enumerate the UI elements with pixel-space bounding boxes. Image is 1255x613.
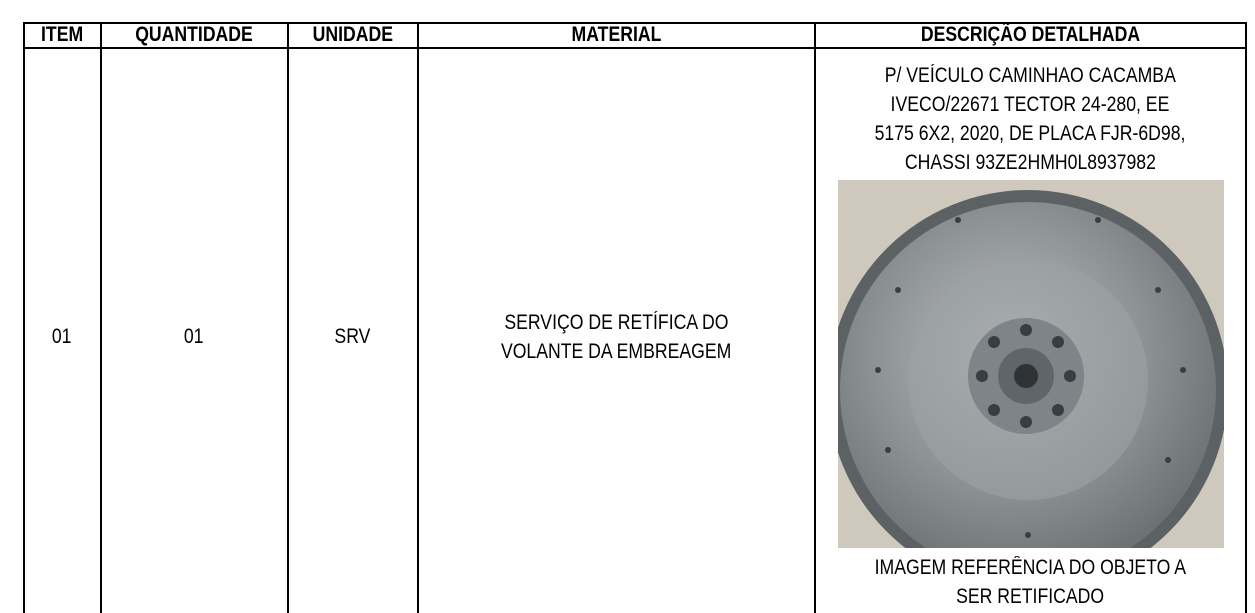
header-cell: ITEM bbox=[40, 23, 84, 46]
image-caption: IMAGEM REFERÊNCIA DO OBJETO A bbox=[874, 556, 1186, 579]
border bbox=[417, 22, 419, 613]
image-caption: SER RETIFICADO bbox=[956, 585, 1104, 608]
header-cell: MATERIAL bbox=[571, 23, 661, 46]
header-cell: UNIDADE bbox=[312, 23, 393, 46]
border bbox=[100, 22, 102, 613]
header-cell: DESCRIÇÃO DETALHADA bbox=[920, 23, 1140, 46]
border bbox=[23, 47, 1246, 49]
border bbox=[814, 22, 816, 613]
border bbox=[1245, 22, 1247, 613]
cell-text: SRV bbox=[334, 325, 371, 348]
cell-text: CHASSI 93ZE2HMH0L8937982 bbox=[904, 151, 1156, 174]
cell-text: P/ VEÍCULO CAMINHAO CACAMBA bbox=[884, 64, 1176, 87]
cell-text: 5175 6X2, 2020, DE PLACA FJR-6D98, bbox=[874, 122, 1186, 145]
cell-text: VOLANTE DA EMBREAGEM bbox=[500, 340, 732, 363]
cell-text: 01 bbox=[184, 325, 204, 348]
border bbox=[23, 22, 1246, 24]
cell-text: 01 bbox=[52, 325, 72, 348]
border bbox=[287, 22, 289, 613]
border bbox=[23, 22, 25, 613]
cell-text: SERVIÇO DE RETÍFICA DO bbox=[503, 311, 729, 334]
header-cell: QUANTIDADE bbox=[135, 23, 253, 46]
reference-image bbox=[838, 180, 1224, 548]
cell-text: IVECO/22671 TECTOR 24-280, EE bbox=[890, 93, 1170, 116]
